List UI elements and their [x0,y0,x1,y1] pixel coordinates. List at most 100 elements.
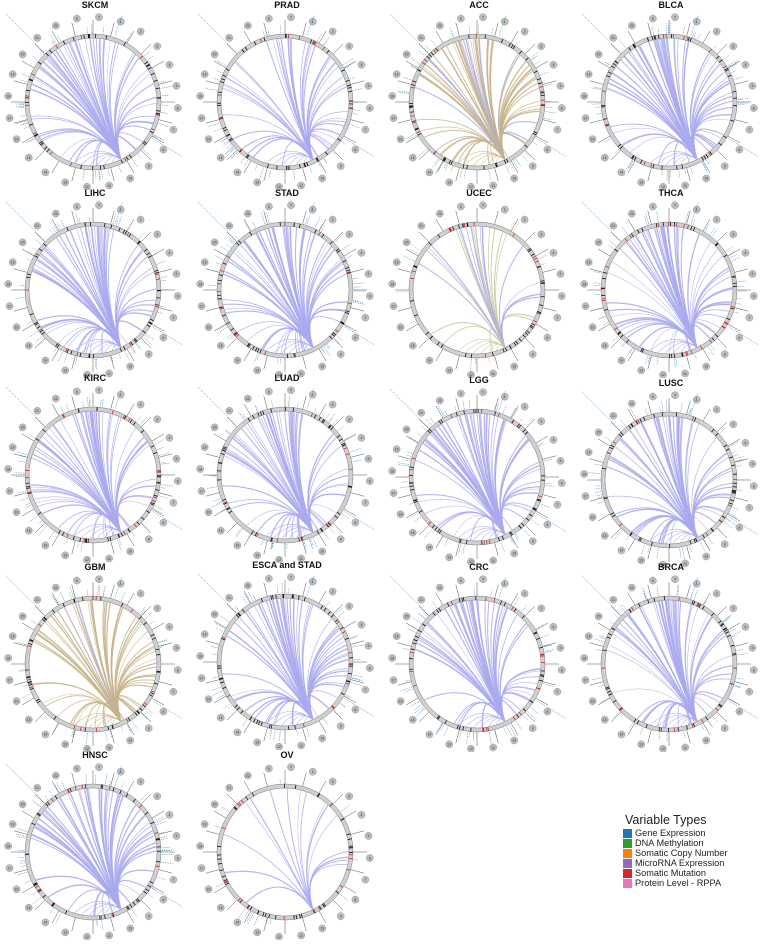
legend-label: Somatic Copy Number [635,848,728,858]
svg-text:18: 18 [198,467,202,471]
svg-text:22: 22 [246,774,250,778]
svg-text:16: 16 [591,137,595,141]
chromosome-label: 12 [467,182,475,190]
chromosome-label: 1 [308,205,317,214]
svg-text:4: 4 [744,63,746,67]
chromosome-label: 22 [628,399,636,408]
chromosome-label: X [649,14,657,23]
svg-text:14: 14 [235,171,239,175]
chromosome-label: 9 [144,724,153,733]
svg-text:12: 12 [661,563,665,567]
svg-text:11: 11 [299,372,303,376]
svg-text:13: 13 [63,369,67,373]
svg-text:11: 11 [107,557,111,561]
chromosome-label: 20 [210,50,219,59]
chromosome-label: 7 [169,498,178,507]
svg-text:20: 20 [597,615,601,619]
svg-text:13: 13 [63,181,67,185]
panel-title: CRC [469,562,489,572]
chromosome-label: 3 [729,42,738,51]
chromosome-label: 15 [216,526,225,535]
svg-text:21: 21 [611,36,615,40]
svg-text:15: 15 [27,529,31,533]
chromosome-label: 2 [136,589,145,598]
chromosome-label: 15 [24,526,33,535]
chromosome-label: 13 [253,551,262,560]
chromosome-label: 12 [275,555,283,563]
chromosome-label: 17 [5,114,14,122]
svg-text:14: 14 [427,733,431,737]
svg-text:3: 3 [156,418,158,422]
chromosome-label: 7 [745,125,754,134]
svg-text:11: 11 [107,184,111,188]
svg-text:1: 1 [696,20,698,24]
svg-text:6: 6 [753,106,755,110]
svg-text:19: 19 [11,73,15,77]
svg-text:20: 20 [213,803,217,807]
svg-text:18: 18 [390,656,394,660]
svg-text:13: 13 [63,743,67,747]
svg-text:4: 4 [552,625,554,629]
svg-text:21: 21 [227,596,231,600]
chromosome-label: 6 [365,477,374,485]
chromosome-label: 5 [364,455,373,463]
chromosome-label: 4 [357,621,366,629]
svg-text:12: 12 [469,185,473,189]
chromosome-label: 7 [745,687,754,696]
chromosome-label: 22 [436,21,444,30]
svg-text:5: 5 [367,834,369,838]
chromosome-label: 1 [116,767,125,776]
svg-text:14: 14 [619,549,623,553]
svg-text:16: 16 [591,515,595,519]
svg-text:17: 17 [392,116,396,120]
svg-text:21: 21 [35,224,39,228]
svg-text:18: 18 [6,656,10,660]
svg-text:5: 5 [367,84,369,88]
chromosome-label: 21 [33,406,42,415]
svg-text:Y: Y [674,16,677,20]
chromosome-label: 10 [510,736,518,745]
chromosome-label: 5 [172,455,181,463]
svg-text:Y: Y [98,389,101,393]
chromosome-label: 13 [445,553,454,562]
chromosome-label: 6 [365,104,374,112]
chromosome-label: 17 [197,674,206,682]
svg-text:10: 10 [512,177,516,181]
svg-text:18: 18 [6,282,10,286]
chromosome-label: 12 [467,744,475,752]
chromosome-label: 10 [318,547,326,556]
chromosome-label: 2 [328,777,337,786]
svg-text:13: 13 [447,556,451,560]
svg-text:17: 17 [200,676,204,680]
svg-text:17: 17 [200,304,204,308]
svg-text:14: 14 [43,921,47,925]
svg-text:11: 11 [491,184,495,188]
svg-text:16: 16 [591,325,595,329]
chromosome-label: 10 [126,736,134,745]
chromosome-label: 22 [52,21,60,30]
svg-text:X: X [268,205,271,209]
svg-text:4: 4 [168,436,170,440]
chromosome-label: 16 [12,508,21,516]
chromosome-label: 13 [61,366,70,375]
svg-text:11: 11 [683,562,687,566]
chromosome-label: 13 [61,740,70,749]
svg-text:6: 6 [177,294,179,298]
svg-text:1: 1 [696,398,698,402]
chromosome-label: 17 [389,489,398,497]
chromosome-label: 21 [417,595,426,604]
svg-text:3: 3 [348,605,350,609]
chromosome-label: 1 [308,390,317,399]
svg-text:12: 12 [85,747,89,751]
panel-title: OV [280,750,294,760]
chromosome-label: 18 [580,92,589,100]
svg-text:17: 17 [200,489,204,493]
svg-text:19: 19 [203,73,207,77]
chromosome-label: 2 [136,400,145,409]
chromosome-label: X [649,576,657,585]
svg-text:20: 20 [213,426,217,430]
chromosome-label: 19 [8,70,17,79]
svg-text:8: 8 [738,336,740,340]
